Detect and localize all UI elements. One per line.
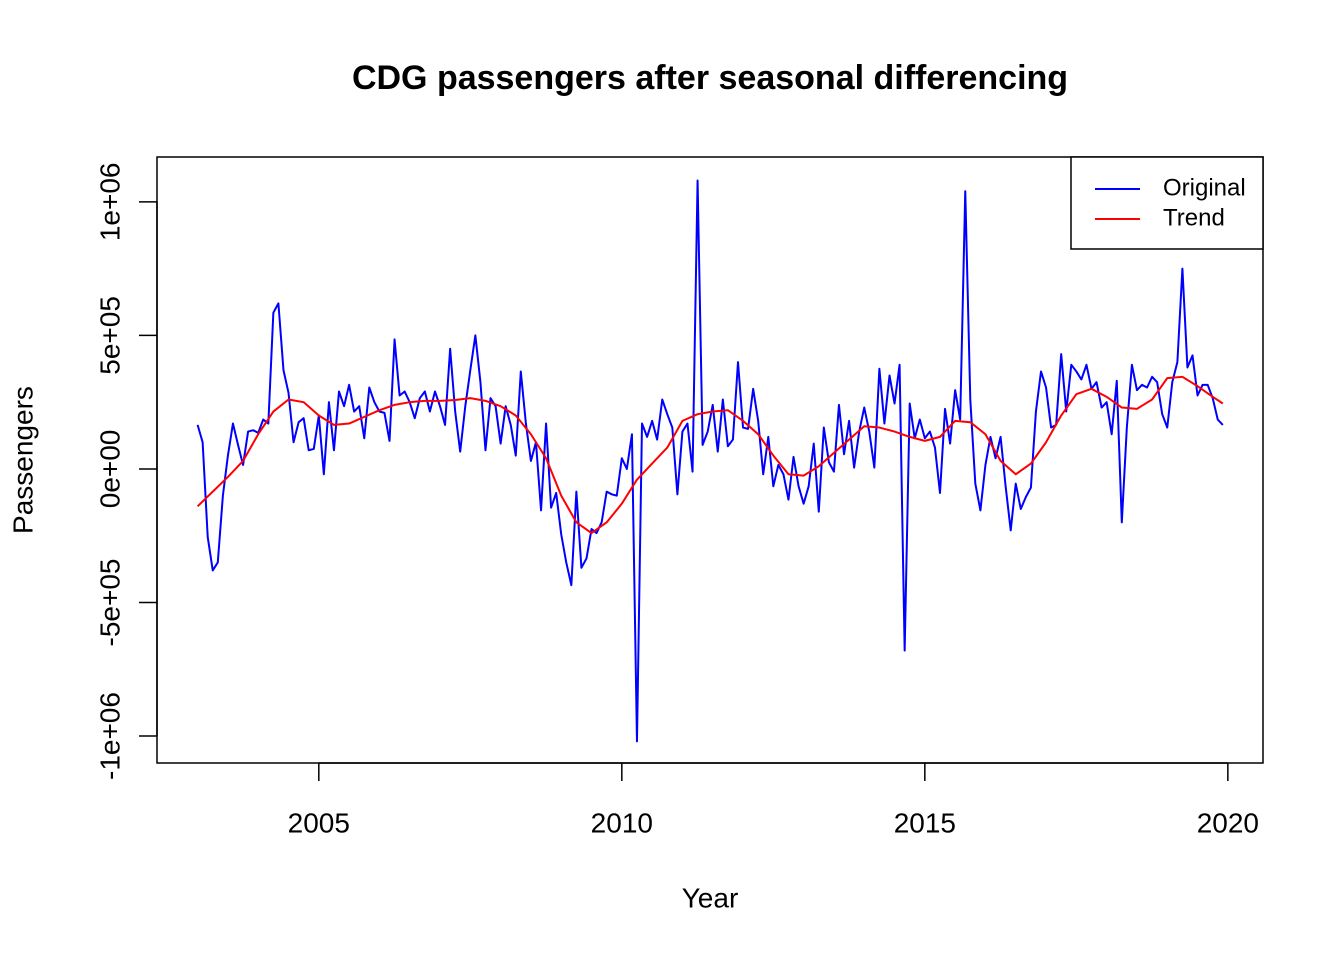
- x-tick-label: 2010: [591, 807, 653, 838]
- x-axis-label: Year: [682, 882, 739, 913]
- y-tick-label: 0e+00: [94, 430, 125, 509]
- y-tick-label: -1e+06: [94, 692, 125, 780]
- x-tick-label: 2020: [1197, 807, 1259, 838]
- y-tick-label: -5e+05: [94, 559, 125, 647]
- y-tick-label: 5e+05: [94, 296, 125, 375]
- x-tick-label: 2005: [288, 807, 350, 838]
- legend-box: [1070, 156, 1264, 250]
- x-tick-label: 2015: [894, 807, 956, 838]
- y-axis-label: Passengers: [7, 386, 38, 534]
- series-line: [196, 375, 1224, 535]
- legend-label: Trend: [1163, 204, 1225, 231]
- y-tick-label: 1e+06: [94, 163, 125, 242]
- series-line: [196, 179, 1224, 743]
- legend-label: Original: [1163, 174, 1246, 201]
- chart-title: CDG passengers after seasonal differenci…: [352, 59, 1068, 97]
